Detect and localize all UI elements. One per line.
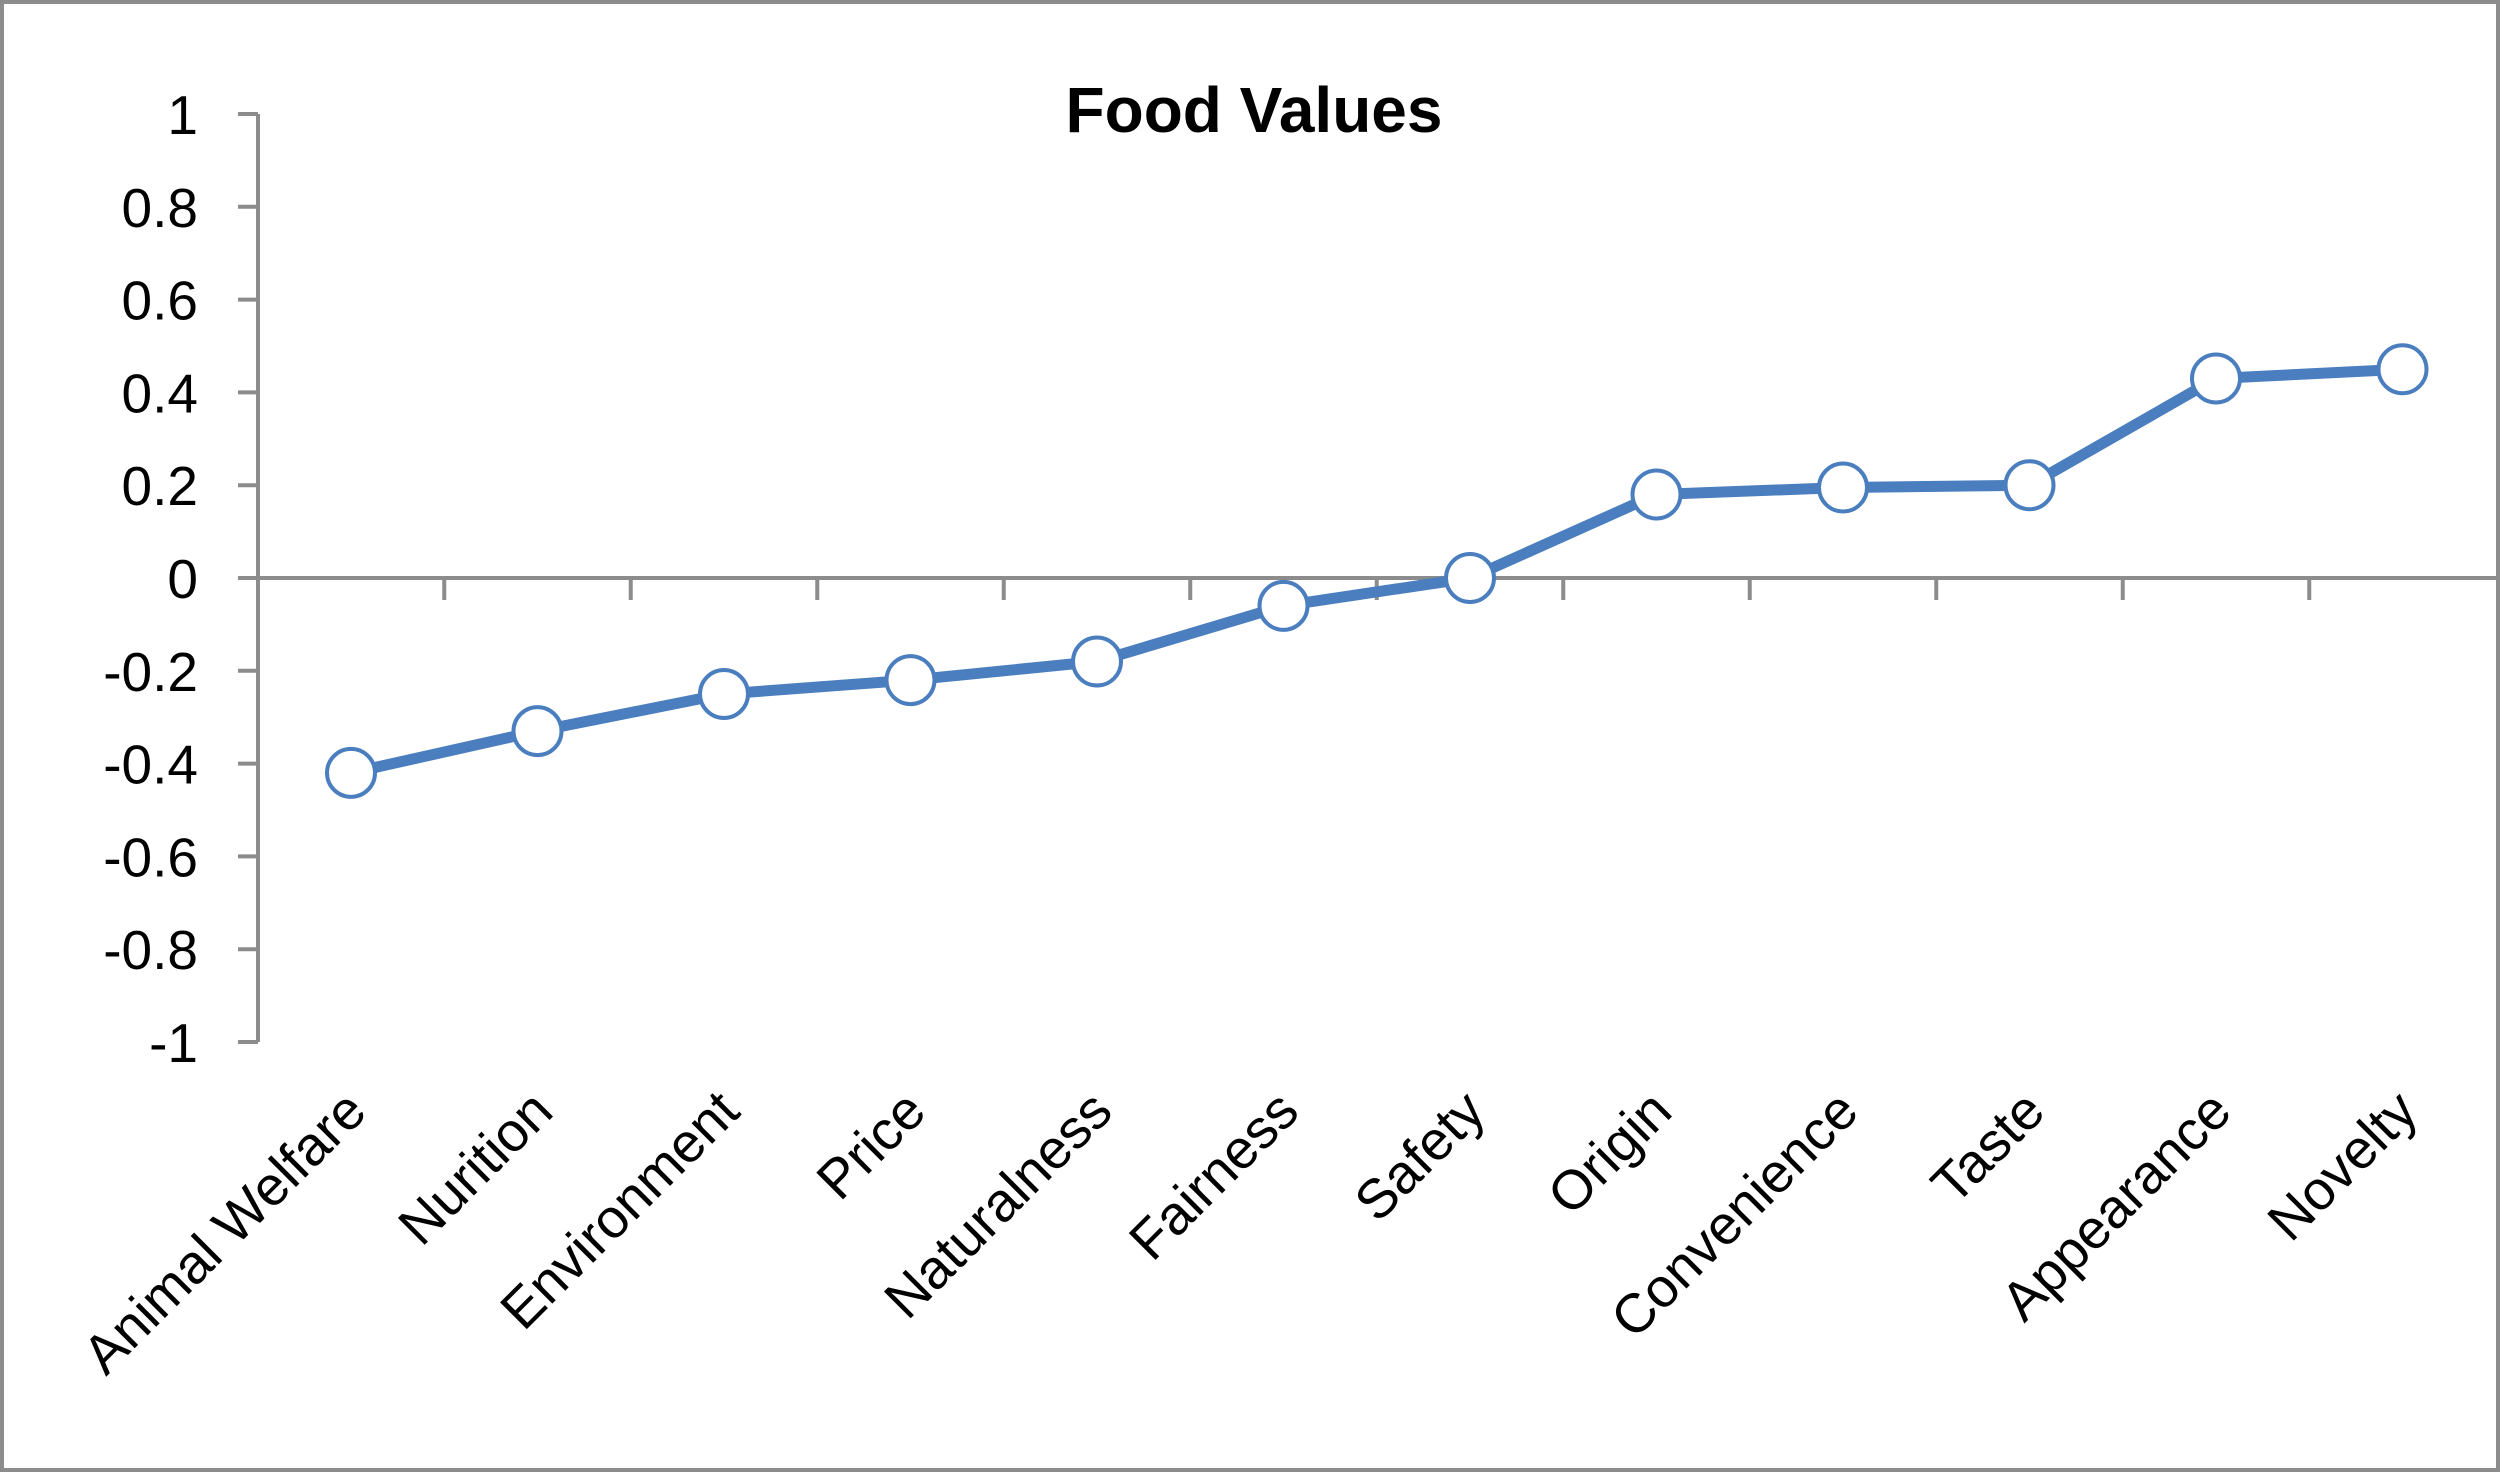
- data-point-marker: [698, 668, 750, 720]
- data-point-marker: [2190, 352, 2242, 405]
- data-point-marker: [511, 705, 564, 758]
- y-tick-label: 0.6: [122, 270, 198, 332]
- y-tick-label: 0.2: [122, 455, 198, 517]
- y-tick-label: -0.4: [103, 734, 198, 796]
- y-axis: 1 0.8 0.6 0.4 0.2 0 -0.2 -0.4 -0.6 -0.8 -1: [103, 84, 260, 1074]
- data-point-marker: [1817, 461, 1869, 514]
- series-line: [345, 363, 2408, 779]
- y-tick-label: 1: [167, 84, 198, 146]
- x-category-label: Animal Welfare: [71, 1079, 378, 1386]
- x-category-label: Fairness: [1117, 1079, 1310, 1272]
- x-category-label: Nurition: [386, 1079, 564, 1257]
- x-axis: [258, 576, 2496, 600]
- data-point-marker: [2003, 459, 2056, 512]
- data-point-marker: [1071, 635, 1123, 688]
- y-tick-label: -0.2: [103, 641, 198, 703]
- chart-title: Food Values: [1066, 74, 1443, 146]
- y-tick-label: -1: [149, 1012, 198, 1074]
- y-tick-label: 0.8: [122, 177, 198, 239]
- data-point-marker: [1444, 552, 1496, 604]
- x-category-label: Novelty: [2255, 1078, 2429, 1252]
- line-chart: Food Values 1 0.8 0.6 0.4 0.2 0 -0.2 -0.4 -0.6 -0…: [71, 74, 2496, 1385]
- y-tick-label: -0.6: [103, 826, 198, 888]
- x-category-label: Price: [805, 1079, 937, 1211]
- data-point-marker: [1257, 579, 1310, 632]
- data-point-marker: [1630, 468, 1683, 521]
- y-tick-label: 0: [167, 548, 198, 610]
- x-category-label: Origin: [1535, 1079, 1683, 1227]
- x-category-label: Safety: [1342, 1078, 1496, 1232]
- data-point-marker: [884, 654, 937, 707]
- y-tick-label: -0.8: [103, 919, 198, 981]
- series-line-group: [325, 343, 2429, 799]
- x-category-label: Taste: [1919, 1079, 2056, 1216]
- y-tick-label: 0.4: [122, 362, 198, 424]
- data-point-marker: [2376, 343, 2429, 396]
- data-point-marker: [325, 746, 377, 799]
